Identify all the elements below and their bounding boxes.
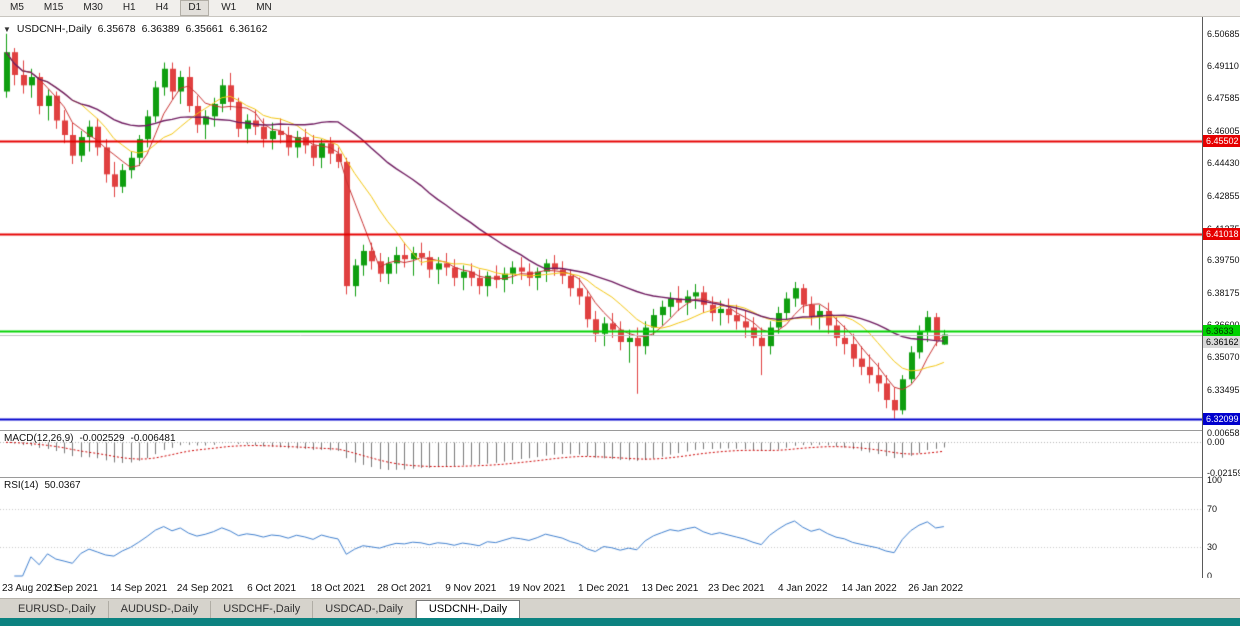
price-line-tag: 6.45502 bbox=[1203, 135, 1240, 148]
date-label: 24 Sep 2021 bbox=[176, 583, 234, 594]
macd-axis-label: -0.02159 bbox=[1207, 467, 1240, 478]
chart-tab-eurusd[interactable]: EURUSD-,Daily bbox=[6, 601, 109, 618]
price-line-tag: 6.41018 bbox=[1203, 227, 1240, 240]
price-axis-label: 6.39750 bbox=[1207, 255, 1240, 266]
price-axis-label: 6.38175 bbox=[1207, 287, 1240, 298]
price-axis-label: 6.46005 bbox=[1207, 125, 1240, 136]
rsi-axis-label: 30 bbox=[1207, 542, 1218, 553]
time-axis[interactable]: 23 Aug 2021 2 Sep 2021 14 Sep 2021 24 Sep 2… bbox=[0, 578, 1240, 598]
timeframe-toolbar: M5 M15 M30 H1 H4 D1 W1 MN bbox=[0, 0, 1240, 17]
macd-signal-value: -0.006481 bbox=[130, 433, 176, 444]
chart-tab-usdcad[interactable]: USDCAD-,Daily bbox=[313, 601, 416, 618]
date-label: 28 Oct 2021 bbox=[377, 583, 432, 594]
rsi-axis-label: 100 bbox=[1207, 475, 1223, 485]
date-label: 23 Dec 2021 bbox=[708, 583, 765, 594]
date-label: 23 Aug 2021 bbox=[2, 583, 59, 594]
date-label: 13 Dec 2021 bbox=[641, 583, 699, 594]
rsi-indicator-label: RSI(14) 50.0367 bbox=[4, 480, 81, 491]
price-line-tag: 6.32099 bbox=[1203, 412, 1240, 425]
pane-separator[interactable] bbox=[0, 430, 1240, 431]
date-label: 4 Jan 2022 bbox=[778, 583, 828, 594]
price-axis-label: 6.33495 bbox=[1207, 384, 1240, 395]
ohlc-close: 6.36162 bbox=[229, 23, 268, 35]
price-axis-label: 6.35070 bbox=[1207, 352, 1240, 363]
price-axis-label: 6.44430 bbox=[1207, 158, 1240, 169]
rsi-name: RSI(14) bbox=[4, 480, 39, 491]
chart-tab-bar: EURUSD-,Daily AUDUSD-,Daily USDCHF-,Daily U… bbox=[0, 598, 1240, 618]
rsi-indicator-canvas[interactable] bbox=[0, 478, 1202, 578]
macd-axis-label: 0.006581 bbox=[1207, 428, 1240, 438]
date-label: 1 Dec 2021 bbox=[578, 583, 630, 594]
window-background-strip bbox=[0, 618, 1240, 626]
date-label: 14 Jan 2022 bbox=[841, 583, 897, 594]
price-axis[interactable]: 6.50685 6.49110 6.47585 6.46005 6.44430 6.428… bbox=[1203, 17, 1240, 578]
timeframe-button-m15[interactable]: M15 bbox=[43, 2, 64, 13]
macd-indicator-label: MACD(12,26,9) -0.002529 -0.006481 bbox=[4, 433, 176, 444]
timeframe-button-h1[interactable]: H1 bbox=[122, 2, 136, 13]
chart-tab-usdcnh[interactable]: USDCNH-,Daily bbox=[415, 600, 521, 618]
chart-collapse-icon[interactable]: ▼ bbox=[3, 24, 11, 34]
macd-value: -0.002529 bbox=[79, 433, 125, 444]
symbol-period-label: USDCNH-,Daily bbox=[16, 23, 92, 35]
price-axis-label: 6.49110 bbox=[1207, 61, 1239, 72]
price-line-tag: 6.36162 bbox=[1203, 335, 1240, 348]
price-axis-border bbox=[1202, 17, 1203, 578]
price-chart-canvas[interactable] bbox=[0, 17, 1202, 430]
price-axis-label: 6.50685 bbox=[1207, 28, 1240, 39]
price-axis-label: 6.42855 bbox=[1207, 190, 1240, 201]
timeframe-button-h4[interactable]: H4 bbox=[155, 2, 169, 13]
timeframe-button-m5[interactable]: M5 bbox=[10, 2, 24, 13]
chart-ohlc-readout: ▼ USDCNH-,Daily 6.35678 6.36389 6.35661 … bbox=[3, 23, 267, 35]
price-line-tag: 6.3633 bbox=[1203, 325, 1240, 338]
timeframe-button-mn[interactable]: MN bbox=[256, 2, 272, 13]
chart-tab-audusd[interactable]: AUDUSD-,Daily bbox=[109, 601, 212, 618]
chart-tab-usdchf[interactable]: USDCHF-,Daily bbox=[211, 601, 314, 618]
date-label: 19 Nov 2021 bbox=[508, 583, 566, 594]
chart-area: ▼ USDCNH-,Daily 6.35678 6.36389 6.35661 … bbox=[0, 17, 1240, 578]
rsi-axis-label: 0 bbox=[1207, 571, 1213, 578]
price-axis-label: 6.47585 bbox=[1207, 93, 1240, 104]
date-label: 26 Jan 2022 bbox=[908, 583, 964, 594]
ohlc-high: 6.36389 bbox=[141, 23, 180, 35]
timeframe-button-m30[interactable]: M30 bbox=[83, 2, 103, 13]
date-label: 14 Sep 2021 bbox=[110, 583, 168, 594]
date-label: 2 Sep 2021 bbox=[46, 583, 98, 594]
rsi-value: 50.0367 bbox=[44, 480, 81, 491]
rsi-axis-label: 70 bbox=[1207, 503, 1218, 514]
pane-separator[interactable] bbox=[0, 477, 1240, 478]
macd-axis-label: 0.00 bbox=[1207, 437, 1225, 448]
ohlc-low: 6.35661 bbox=[185, 23, 224, 35]
date-label: 9 Nov 2021 bbox=[445, 583, 497, 594]
date-label: 18 Oct 2021 bbox=[310, 583, 366, 594]
timeframe-button-w1[interactable]: W1 bbox=[221, 2, 237, 13]
macd-indicator-canvas[interactable] bbox=[0, 431, 1202, 477]
macd-name: MACD(12,26,9) bbox=[4, 433, 74, 444]
date-label: 6 Oct 2021 bbox=[247, 583, 297, 594]
timeframe-button-d1[interactable]: D1 bbox=[180, 0, 210, 16]
ohlc-open: 6.35678 bbox=[97, 23, 136, 35]
